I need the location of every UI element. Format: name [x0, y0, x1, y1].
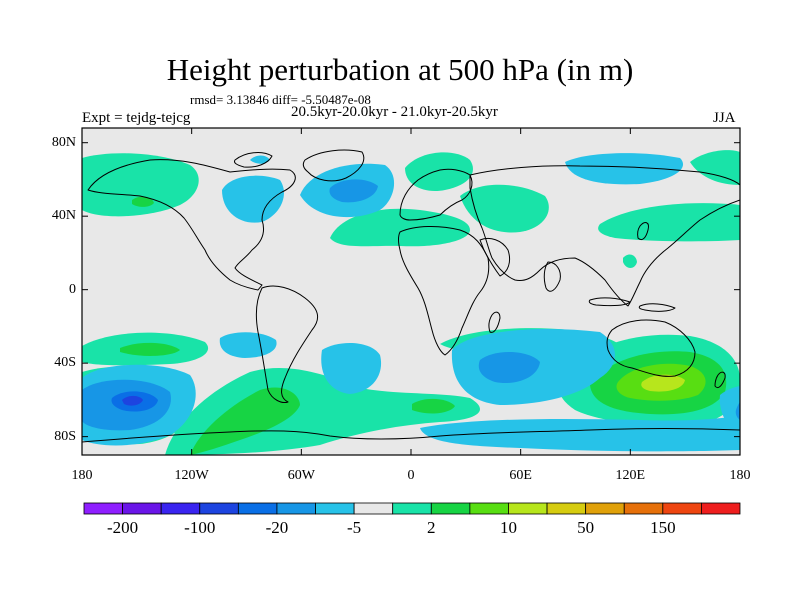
lon-tick-label: 60E: [509, 468, 532, 483]
colorbar-label: -5: [347, 518, 362, 537]
colorbar-label: 150: [650, 518, 676, 537]
colorbar-swatch: [199, 502, 239, 515]
colorbar-swatch: [122, 502, 162, 515]
colorbar-swatch: [276, 502, 316, 515]
colorbar-swatch: [469, 502, 509, 515]
colorbar-swatch: [83, 502, 123, 515]
colorbar-swatch: [430, 502, 471, 515]
lat-tick-label: 80N: [51, 134, 76, 150]
experiment-label: Expt = tejdg-tejcg: [82, 110, 191, 126]
colorbar-label: 10: [499, 518, 517, 537]
coastlines: [82, 149, 740, 443]
colorbar-label: -20: [265, 518, 289, 537]
colorbar-label: -200: [106, 518, 139, 537]
colorbar-swatch: [508, 502, 548, 515]
colorbar-swatch: [662, 502, 702, 515]
colorbar-label: -100: [184, 518, 216, 537]
colorbar-label: 50: [577, 518, 595, 537]
lat-tick-label: 40S: [54, 355, 76, 371]
season-label: JJA: [713, 110, 736, 126]
colorbar-swatch: [701, 502, 741, 515]
colorbar-swatch: [392, 502, 432, 515]
period-label: 20.5kyr-20.0kyr - 21.0kyr-20.5kyr: [291, 104, 498, 120]
axis-ticks: [81, 128, 741, 455]
colorbar-label: 2: [427, 518, 436, 537]
colorbar-swatch: [237, 502, 278, 515]
colorbar-swatch: [353, 502, 394, 515]
colorbar-swatch: [160, 502, 201, 515]
map-title: Height perturbation at 500 hPa (in m): [166, 52, 634, 87]
colorbar: [83, 502, 741, 515]
lon-tick-label: 60W: [287, 468, 315, 483]
colorbar-swatch: [623, 502, 664, 515]
lat-tick-label: 0: [69, 281, 76, 297]
lon-tick-label: 180: [729, 468, 751, 483]
lat-tick-label: 80S: [54, 428, 76, 444]
lat-tick-label: 40N: [51, 208, 76, 224]
stats-line: rmsd= 3.13846 diff= -5.50487e-08: [190, 92, 371, 107]
colorbar-swatch: [315, 502, 355, 515]
colorbar-swatch: [546, 502, 587, 515]
lon-tick-label: 180: [71, 468, 93, 483]
colorbar-swatch: [585, 502, 625, 515]
lon-tick-label: 0: [407, 468, 415, 483]
contour-fills: [82, 150, 740, 455]
lon-tick-label: 120W: [174, 468, 209, 483]
lon-tick-label: 120E: [615, 468, 646, 483]
